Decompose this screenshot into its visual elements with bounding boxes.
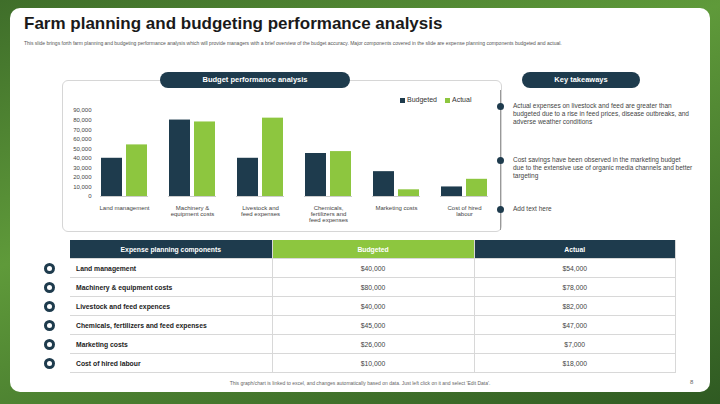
svg-text:Cost of hiredlabour: Cost of hiredlabour (447, 205, 481, 217)
html-text:Chemicals, fertilizers and fee: Chemicals, fertilizers and feed expenses (76, 321, 207, 329)
svg-text:0: 0 (88, 193, 92, 199)
svg-text:80,000: 80,000 (73, 117, 92, 123)
html-text:Cost savings have been observe: Cost savings have been observed in the m… (513, 156, 693, 179)
html-text:Machinery & equipment costs: Machinery & equipment costs (76, 283, 173, 291)
svg-text:60,000: 60,000 (73, 136, 92, 142)
html-text:$47,000: $47,000 (562, 321, 587, 329)
svg-text:10,000: 10,000 (73, 184, 92, 190)
html-text:Key takeaways: Key takeaways (554, 75, 608, 84)
html-text:Cost of hired labour: Cost of hired labour (76, 359, 141, 367)
html-text:Livestock and feed expences: Livestock and feed expences (76, 302, 171, 310)
html-text:Budgeted: Budgeted (357, 245, 389, 253)
html-text:$78,000: $78,000 (562, 283, 587, 291)
svg-text:50,000: 50,000 (73, 146, 92, 152)
html-text:This slide brings forth farm p: This slide brings forth farm planning an… (24, 40, 562, 46)
svg-text:Marketing costs: Marketing costs (375, 205, 417, 211)
html-text:Add text here: Add text here (513, 205, 552, 212)
html-text:$18,000: $18,000 (562, 359, 587, 367)
svg-text:Land management: Land management (99, 205, 149, 211)
svg-text:40,000: 40,000 (73, 155, 92, 161)
html-text:Marketing costs: Marketing costs (76, 340, 128, 348)
html-text:$82,000: $82,000 (562, 302, 587, 310)
html-text:This graph/chart is linked to: This graph/chart is linked to excel, and… (229, 380, 491, 386)
svg-text:Machinery &equipment costs: Machinery &equipment costs (171, 205, 215, 217)
html-text:$26,000: $26,000 (360, 340, 386, 348)
html-text:8: 8 (690, 379, 694, 385)
html-text:Budget performance analysis: Budget performance analysis (202, 75, 308, 84)
svg-text:90,000: 90,000 (73, 107, 92, 113)
html-text:Expense planning components: Expense planning components (120, 245, 221, 253)
svg-text:Chemicals,fertilizers andfeed: Chemicals,fertilizers andfeed expenses (309, 205, 348, 223)
html-text:$45,000: $45,000 (360, 321, 386, 329)
html-text:$7,000: $7,000 (564, 340, 586, 348)
html-text:$80,000: $80,000 (360, 283, 386, 291)
html-text:$54,000: $54,000 (562, 264, 587, 272)
svg-text:Livestock andfeed expenses: Livestock andfeed expenses (241, 205, 280, 217)
html-text:$10,000: $10,000 (360, 359, 386, 367)
html-text:Actual: Actual (452, 96, 472, 103)
html-text:Actual expenses on livestock a: Actual expenses on livestock and feed ar… (513, 102, 689, 125)
html-text:Land management: Land management (76, 264, 137, 272)
html-text:Farm planning and budgeting pe: Farm planning and budgeting performance … (24, 14, 443, 33)
html-text:$40,000: $40,000 (360, 302, 386, 310)
html-text:$40,000: $40,000 (360, 264, 386, 272)
svg-text:20,000: 20,000 (73, 174, 92, 180)
html-text:Budgeted: Budgeted (407, 96, 437, 103)
svg-text:70,000: 70,000 (73, 127, 92, 133)
html-text:Actual: Actual (564, 245, 586, 253)
svg-text:30,000: 30,000 (73, 165, 92, 171)
